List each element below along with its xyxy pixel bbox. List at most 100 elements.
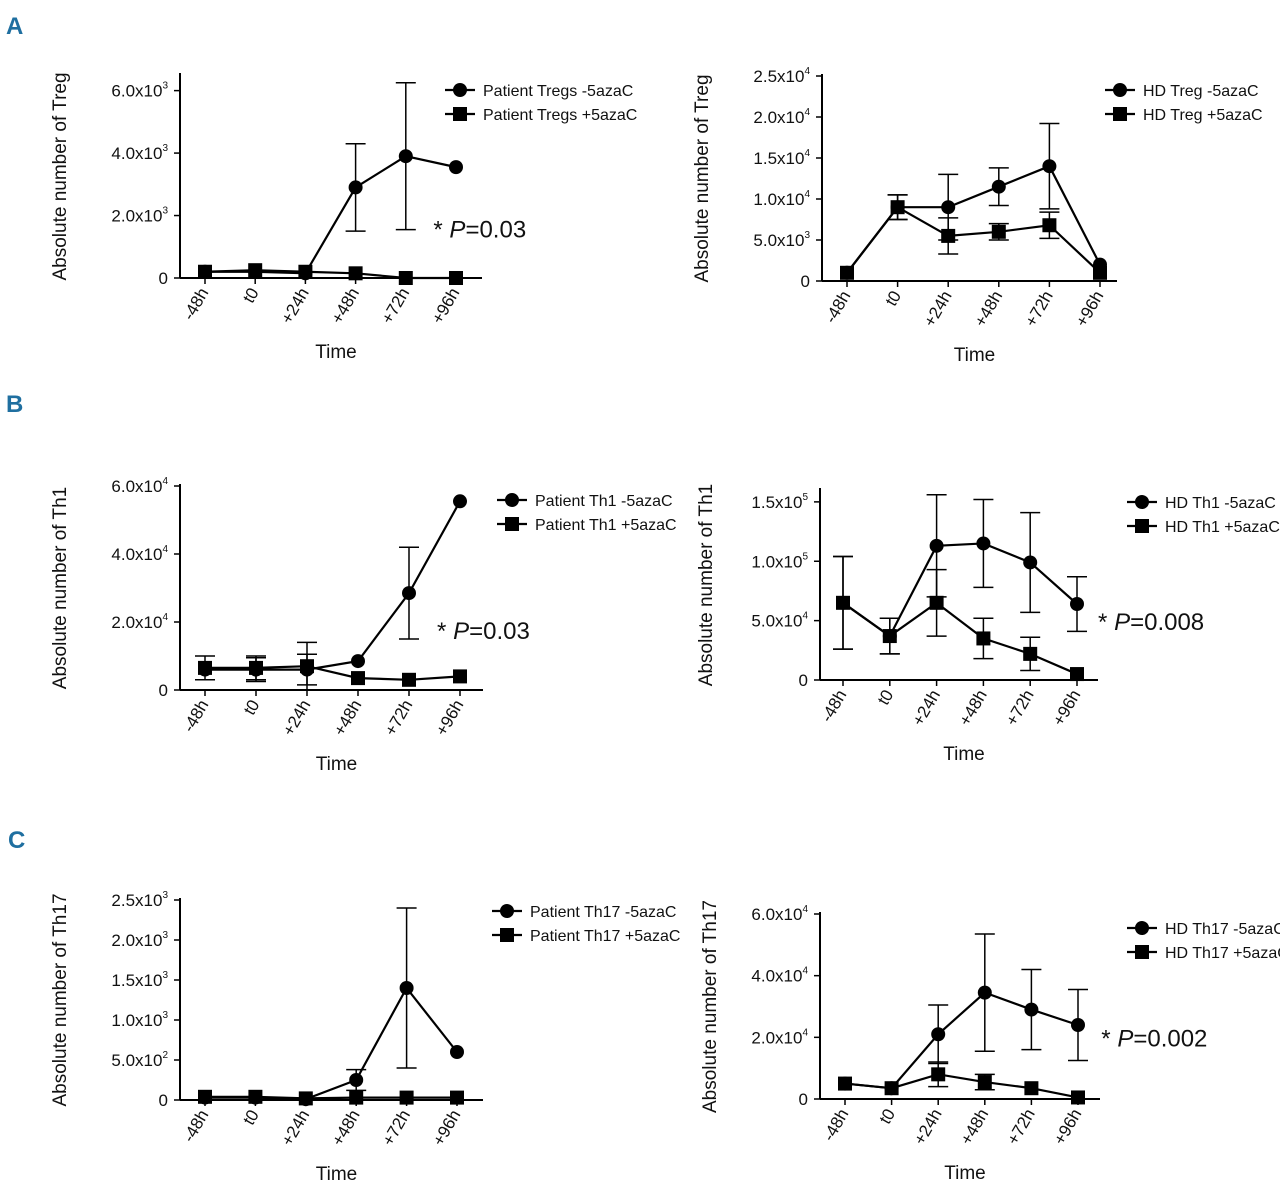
chart-1: 0 5.0x103 1.0x104 1.5x104 2.0x104 2.5x104 -48h… — [692, 66, 1263, 366]
data-point-circle — [449, 160, 463, 175]
legend-label: Patient Th1 -5azaC — [535, 493, 673, 510]
y-axis-label: Absolute number of Treg — [692, 74, 713, 282]
y-tick-label: 0 — [159, 681, 168, 700]
x-tick-label: +96h — [1050, 1106, 1086, 1149]
legend-label: HD Th17 +5azaC — [1165, 945, 1280, 962]
legend-marker-circle — [1135, 495, 1149, 509]
x-tick-label: t0 — [239, 285, 263, 307]
y-tick-label: 1.5x105 — [751, 492, 808, 512]
y-tick-label: 1.5x104 — [753, 148, 810, 168]
data-point-square — [1070, 667, 1084, 682]
x-tick-label: t0 — [876, 1106, 900, 1128]
panel-letter-a: A — [6, 13, 23, 40]
y-tick-label: 1.5x103 — [111, 970, 168, 990]
series-line — [846, 164, 1101, 274]
x-tick-label: -48h — [179, 697, 212, 736]
series-line — [205, 500, 461, 671]
y-tick-label: 5.0x102 — [111, 1050, 168, 1070]
data-point-circle — [1070, 597, 1084, 611]
x-tick-label: t0 — [882, 288, 906, 310]
y-tick-label: 2.0x104 — [111, 612, 168, 632]
chart-5: 0 2.0x104 4.0x104 6.0x104 -48h t0 +24h +48h +72h… — [700, 900, 1280, 1184]
data-point-square — [449, 271, 463, 285]
series-line — [846, 205, 1101, 274]
y-tick-label: 0 — [159, 269, 168, 288]
legend-label: HD Th17 -5azaC — [1165, 921, 1280, 938]
x-tick-label: +72h — [1002, 687, 1038, 730]
x-tick-label: +72h — [1003, 1106, 1039, 1149]
chart-3: 0 5.0x104 1.0x105 1.5x105 -48h t0 +24h +48h +72h… — [696, 484, 1280, 765]
chart-2: 0 2.0x104 4.0x104 6.0x104 -48h t0 +24h +48h +72h… — [50, 476, 677, 775]
p-value-annotation: * P=0.002 — [1101, 1026, 1207, 1053]
y-axis-label: Absolute number of Th17 — [700, 900, 721, 1113]
data-point-circle — [931, 1027, 946, 1042]
data-point-square — [976, 631, 991, 646]
data-point-circle — [453, 494, 467, 509]
x-axis-label: Time — [315, 342, 357, 363]
panel-letter-b: B — [6, 391, 23, 418]
data-point-circle — [402, 586, 416, 601]
legend-label: Patient Th17 -5azaC — [530, 904, 676, 921]
data-point-circle — [198, 264, 212, 279]
data-point-square — [1023, 646, 1038, 661]
data-point-square — [399, 1090, 414, 1105]
x-tick-label: +72h — [378, 1107, 414, 1150]
x-tick-label: -48h — [817, 687, 850, 726]
x-tick-label: -48h — [819, 1106, 852, 1145]
data-point-circle — [941, 200, 956, 215]
data-point-square — [1024, 1081, 1039, 1096]
y-tick-label: 0 — [159, 1091, 168, 1110]
x-tick-label: +48h — [328, 1107, 364, 1150]
data-point-circle — [198, 1090, 212, 1105]
data-point-square — [450, 1090, 464, 1105]
x-axis-label: Time — [316, 1164, 358, 1185]
y-tick-label: 1.0x103 — [111, 1010, 168, 1030]
legend-label: Patient Th1 +5azaC — [535, 517, 677, 534]
data-point-square — [977, 1075, 992, 1090]
y-tick-label: 6.0x104 — [111, 476, 168, 496]
y-tick-label: 0 — [799, 1090, 808, 1109]
data-point-circle — [1042, 159, 1057, 174]
y-tick-label: 6.0x104 — [751, 904, 808, 924]
x-tick-label: +72h — [378, 285, 414, 328]
y-tick-label: 4.0x104 — [751, 966, 808, 986]
x-tick-label: +24h — [278, 1107, 314, 1150]
data-point-circle — [977, 985, 992, 1000]
data-point-square — [1042, 218, 1057, 233]
data-point-circle — [1024, 1002, 1039, 1017]
legend-label: HD Treg +5azaC — [1143, 107, 1263, 124]
x-axis-label: Time — [954, 345, 996, 366]
x-tick-label: +96h — [429, 1107, 465, 1150]
data-point-circle — [838, 1076, 852, 1091]
data-point-square — [1071, 1090, 1085, 1105]
y-tick-label: 4.0x104 — [111, 544, 168, 564]
x-tick-label: +72h — [381, 697, 417, 740]
legend-marker-circle — [1113, 83, 1127, 97]
data-point-circle — [348, 180, 363, 195]
x-tick-label: +48h — [955, 687, 991, 730]
y-tick-label: 2.5x104 — [753, 66, 810, 86]
x-tick-label: +24h — [277, 285, 313, 328]
data-point-square — [402, 672, 416, 687]
data-point-circle — [399, 981, 414, 995]
data-point-square — [398, 271, 413, 285]
x-axis-label: Time — [944, 1163, 986, 1184]
x-tick-label: +24h — [920, 288, 956, 331]
x-tick-label: +48h — [327, 285, 363, 328]
x-tick-label: -48h — [179, 1107, 212, 1146]
x-axis-label: Time — [943, 744, 985, 765]
legend-marker-square — [1135, 519, 1149, 533]
data-point-circle — [1023, 555, 1038, 570]
y-tick-label: 5.0x103 — [753, 230, 810, 250]
x-tick-label: +48h — [330, 697, 366, 740]
data-point-circle — [450, 1045, 464, 1059]
data-point-square — [929, 595, 944, 610]
data-point-circle — [298, 1092, 313, 1107]
x-tick-label: +96h — [432, 697, 468, 740]
legend-marker-square — [1113, 107, 1127, 121]
legend-label: Patient Tregs -5azaC — [483, 83, 633, 100]
series-line — [842, 601, 1078, 676]
y-tick-label: 2.0x103 — [111, 206, 168, 226]
data-point-square — [991, 224, 1006, 239]
